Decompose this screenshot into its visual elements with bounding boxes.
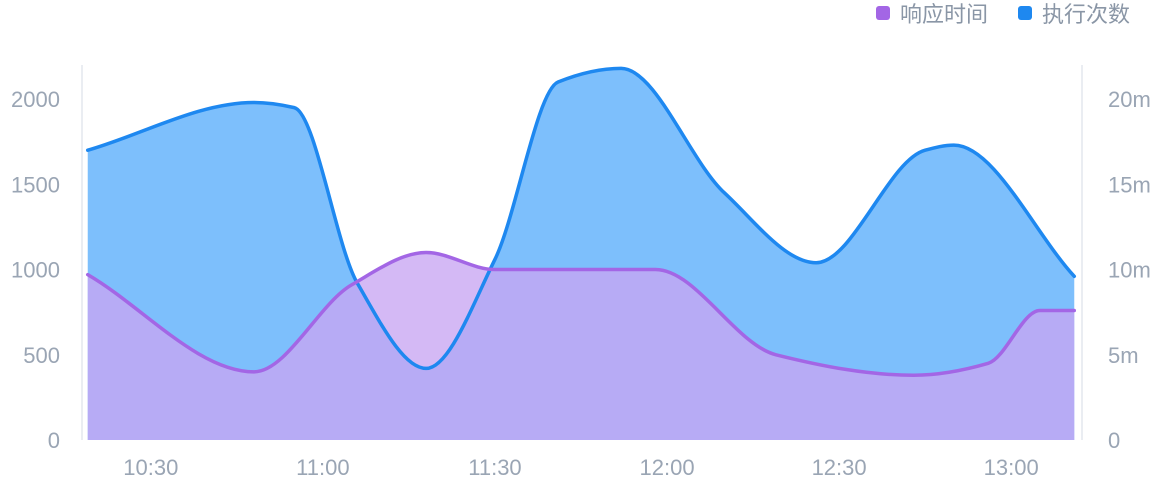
x-tick-label: 12:00	[640, 455, 695, 478]
right-tick-label: 15m	[1108, 172, 1151, 197]
right-tick-label: 5m	[1108, 343, 1139, 368]
legend-item-response-time[interactable]: 响应时间	[875, 0, 988, 29]
x-tick-label: 13:00	[984, 455, 1039, 478]
right-tick-label: 0	[1108, 428, 1120, 453]
left-tick-label: 1500	[11, 172, 60, 197]
x-tick-label: 11:00	[296, 455, 349, 478]
legend-swatch-response-time	[875, 6, 890, 20]
line-response-time	[85, 250, 1077, 377]
line-executions	[85, 66, 1077, 371]
legend-label-executions: 执行次数	[1041, 2, 1130, 27]
right-tick-label: 10m	[1108, 258, 1151, 283]
legend-swatch-executions	[1017, 6, 1032, 20]
x-tick-label: 10:30	[123, 455, 178, 478]
right-tick-label: 20m	[1108, 87, 1151, 112]
x-tick-label: 12:30	[812, 455, 867, 478]
legend-label-response-time: 响应时间	[899, 2, 988, 27]
left-tick-label: 1000	[11, 258, 60, 283]
legend: 响应时间 执行次数	[875, 0, 1130, 29]
left-tick-label: 0	[48, 428, 60, 453]
x-tick-label: 11:30	[468, 455, 521, 478]
left-tick-label: 2000	[11, 87, 60, 112]
left-tick-label: 500	[23, 343, 60, 368]
legend-item-executions[interactable]: 执行次数	[1017, 0, 1130, 29]
